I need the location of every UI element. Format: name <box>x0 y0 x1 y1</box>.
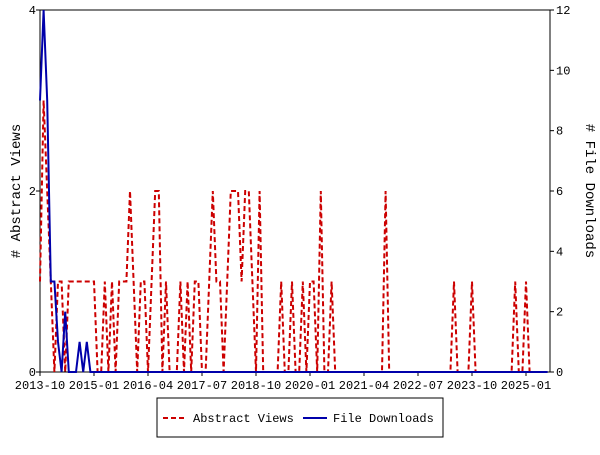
x-tick-label: 2022-07 <box>393 379 443 393</box>
y2-tick-label: 6 <box>556 185 563 199</box>
y2-tick-label: 0 <box>556 366 563 380</box>
x-tick-label: 2018-10 <box>231 379 281 393</box>
y-tick-label: 4 <box>29 4 36 18</box>
x-tick-label: 2025-01 <box>501 379 551 393</box>
data-line <box>39 100 548 373</box>
y2-axis-label: # File Downloads <box>581 124 597 258</box>
x-tick-label: 2017-07 <box>177 379 227 393</box>
legend-label: Abstract Views <box>193 412 294 426</box>
y-tick-label: 2 <box>29 185 36 199</box>
y-tick-label: 0 <box>29 366 36 380</box>
y-axis-label: # Abstract Views <box>9 124 25 258</box>
x-tick-label: 2020-01 <box>285 379 335 393</box>
y2-tick-label: 10 <box>556 64 570 78</box>
x-tick-label: 2013-10 <box>15 379 65 393</box>
x-tick-label: 2021-04 <box>339 379 389 393</box>
x-tick-label: 2023-10 <box>447 379 497 393</box>
legend <box>156 397 444 438</box>
x-tick-label: 2015-01 <box>69 379 119 393</box>
data-line <box>39 9 548 373</box>
x-tick-label: 2016-04 <box>123 379 173 393</box>
y2-tick-label: 8 <box>556 125 563 139</box>
legend-label: File Downloads <box>333 412 434 426</box>
y2-tick-label: 4 <box>556 245 563 259</box>
y2-tick-label: 12 <box>556 4 570 18</box>
y2-tick-label: 2 <box>556 306 563 320</box>
